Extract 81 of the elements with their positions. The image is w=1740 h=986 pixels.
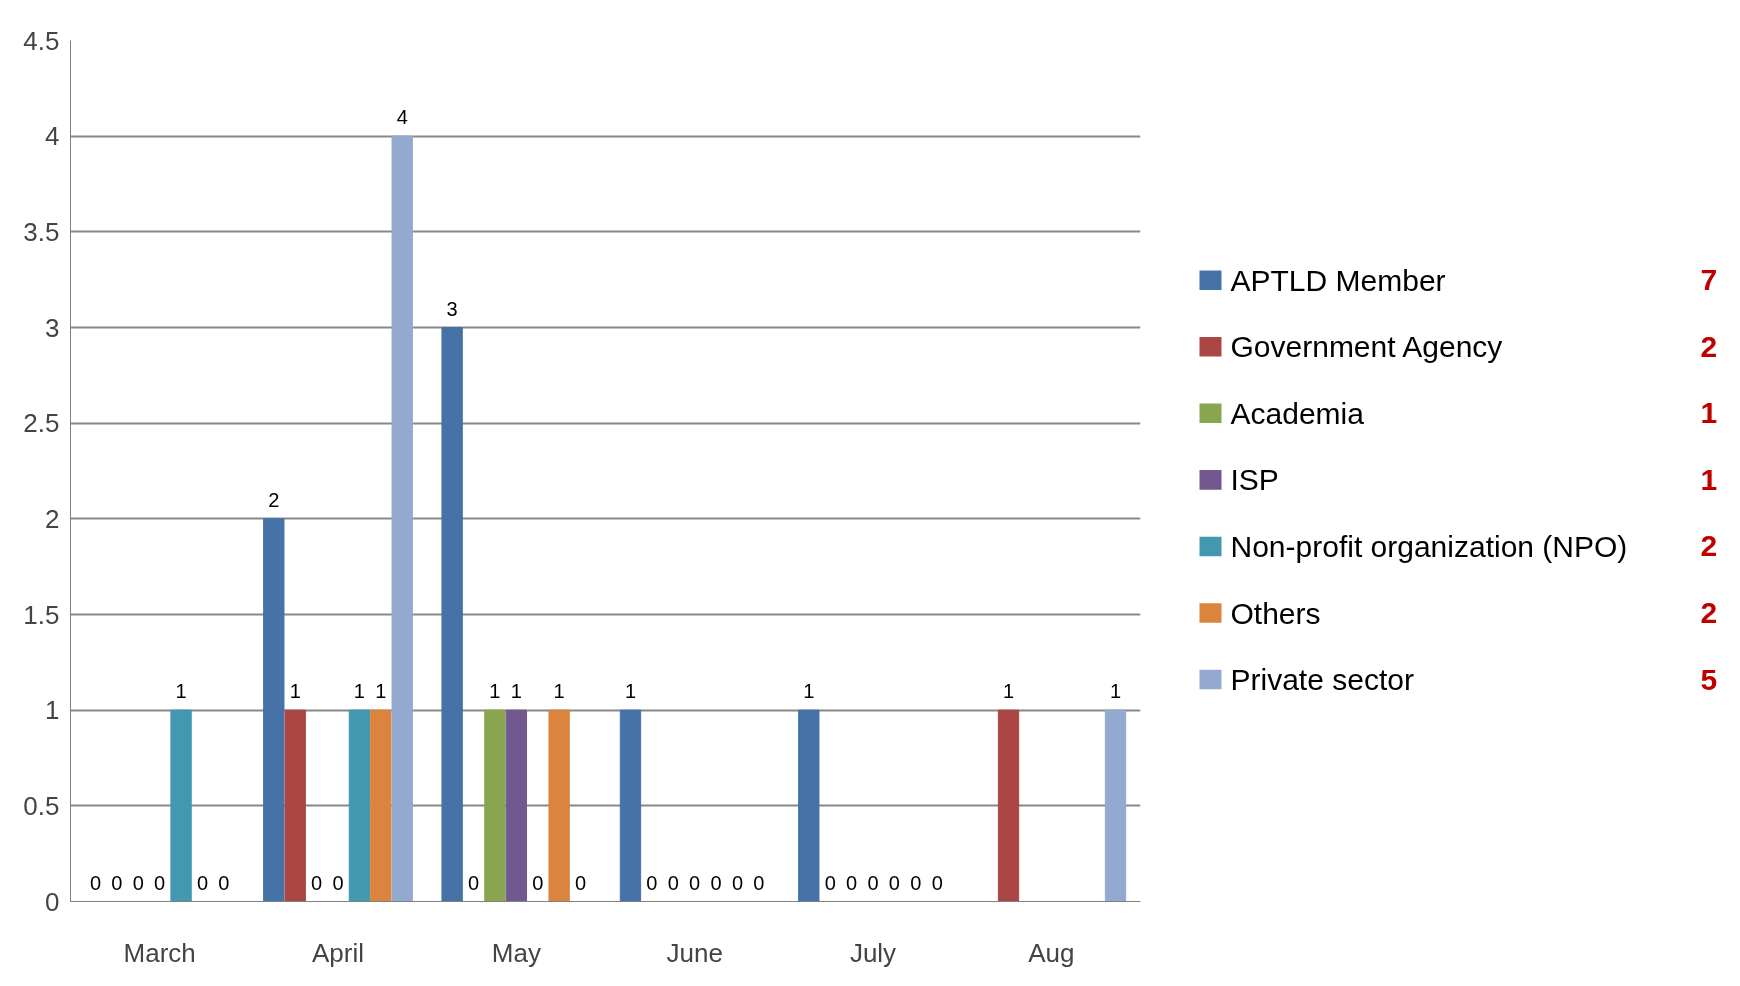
x-tick-label: June — [666, 937, 723, 968]
data-label: 1 — [289, 680, 301, 703]
data-label: 0 — [574, 871, 587, 894]
data-label: 0 — [154, 871, 166, 894]
x-tick-label: July — [849, 937, 897, 968]
data-label: 3 — [446, 297, 458, 320]
legend-label: Academia — [1230, 396, 1365, 430]
data-label: 0 — [824, 871, 836, 894]
x-tick-label: Aug — [1028, 937, 1075, 968]
y-tick-label: 4 — [45, 121, 60, 152]
data-label: 0 — [196, 871, 209, 894]
data-label: 0 — [910, 871, 922, 894]
legend-label: Government Agency — [1230, 330, 1503, 364]
data-label: 0 — [667, 871, 679, 894]
text: 2 — [1700, 529, 1718, 563]
data-label: 0 — [89, 871, 102, 894]
data-label: 1 — [1002, 680, 1015, 703]
y-tick-label: 2 — [45, 503, 60, 534]
y-tick-label: 3.5 — [23, 216, 60, 247]
bar — [170, 709, 192, 902]
data-label: 1 — [489, 680, 501, 703]
data-label: 0 — [311, 871, 323, 894]
bar — [505, 709, 527, 902]
x-tick-label: April — [311, 937, 365, 968]
data-label: 1 — [624, 680, 637, 703]
legend-label: ISP — [1230, 463, 1279, 497]
bar — [263, 518, 285, 902]
data-label: 0 — [467, 871, 480, 894]
y-tick-label: 4.5 — [23, 25, 60, 56]
bar — [348, 709, 371, 902]
data-label: 0 — [931, 871, 943, 894]
data-label: 1 — [175, 680, 187, 703]
bar — [484, 709, 506, 902]
y-tick-label: 3 — [45, 312, 60, 343]
bar — [619, 709, 642, 902]
data-label: 1 — [553, 680, 565, 703]
legend-label: APTLD Member — [1230, 263, 1446, 297]
bar — [997, 709, 1020, 902]
text: 1 — [1700, 462, 1718, 496]
data-label: 1 — [353, 680, 365, 703]
legend-label: Private sector — [1230, 663, 1414, 697]
data-label: 1 — [375, 680, 387, 703]
data-label: 0 — [132, 871, 144, 894]
data-label: 0 — [646, 871, 658, 894]
text: 2 — [1700, 596, 1718, 630]
data-label: 0 — [888, 871, 900, 894]
x-tick-label: March — [123, 937, 196, 968]
x-tick-label: May — [491, 937, 541, 968]
bar — [391, 135, 413, 902]
data-label: 0 — [532, 871, 544, 894]
text: 2 — [1700, 329, 1718, 363]
y-tick-label: 2.5 — [23, 408, 60, 439]
data-label: 2 — [268, 488, 280, 511]
data-label: 0 — [710, 871, 722, 894]
data-label: 0 — [753, 871, 765, 894]
bar — [1104, 709, 1127, 902]
data-label: 0 — [867, 871, 879, 894]
data-label: 0 — [846, 871, 858, 894]
bar — [370, 709, 392, 902]
data-label: 0 — [689, 871, 701, 894]
legend-label: Non-profit organization (NPO) — [1230, 529, 1628, 563]
data-label: 1 — [1109, 680, 1122, 703]
data-label: 1 — [510, 680, 522, 703]
bar — [284, 709, 306, 902]
data-label: 0 — [731, 871, 744, 894]
text: 7 — [1700, 263, 1718, 297]
y-tick-label: 1 — [45, 695, 60, 726]
data-label: 0 — [218, 871, 230, 894]
y-tick-label: 1.5 — [23, 599, 60, 630]
data-label: 4 — [396, 106, 408, 129]
data-label: 0 — [111, 871, 123, 894]
y-tick-label: 0.5 — [23, 790, 60, 821]
bar — [798, 709, 820, 902]
text: 5 — [1700, 662, 1718, 696]
bar — [441, 327, 463, 902]
data-label: 1 — [803, 680, 815, 703]
y-tick-label: 0 — [45, 886, 60, 917]
data-label: 0 — [332, 871, 344, 894]
text: 1 — [1700, 396, 1718, 430]
legend-label: Others — [1230, 596, 1321, 630]
bar — [548, 709, 570, 902]
